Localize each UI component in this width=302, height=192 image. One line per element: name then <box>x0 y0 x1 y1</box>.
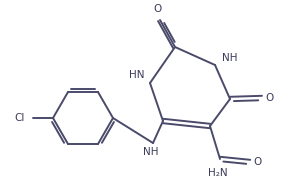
Text: O: O <box>154 4 162 14</box>
Text: Cl: Cl <box>14 113 25 123</box>
Text: NH: NH <box>222 53 237 63</box>
Text: H₂N: H₂N <box>208 168 228 178</box>
Text: O: O <box>266 93 274 103</box>
Text: HN: HN <box>128 70 144 80</box>
Text: NH: NH <box>143 147 159 157</box>
Text: O: O <box>254 157 262 167</box>
